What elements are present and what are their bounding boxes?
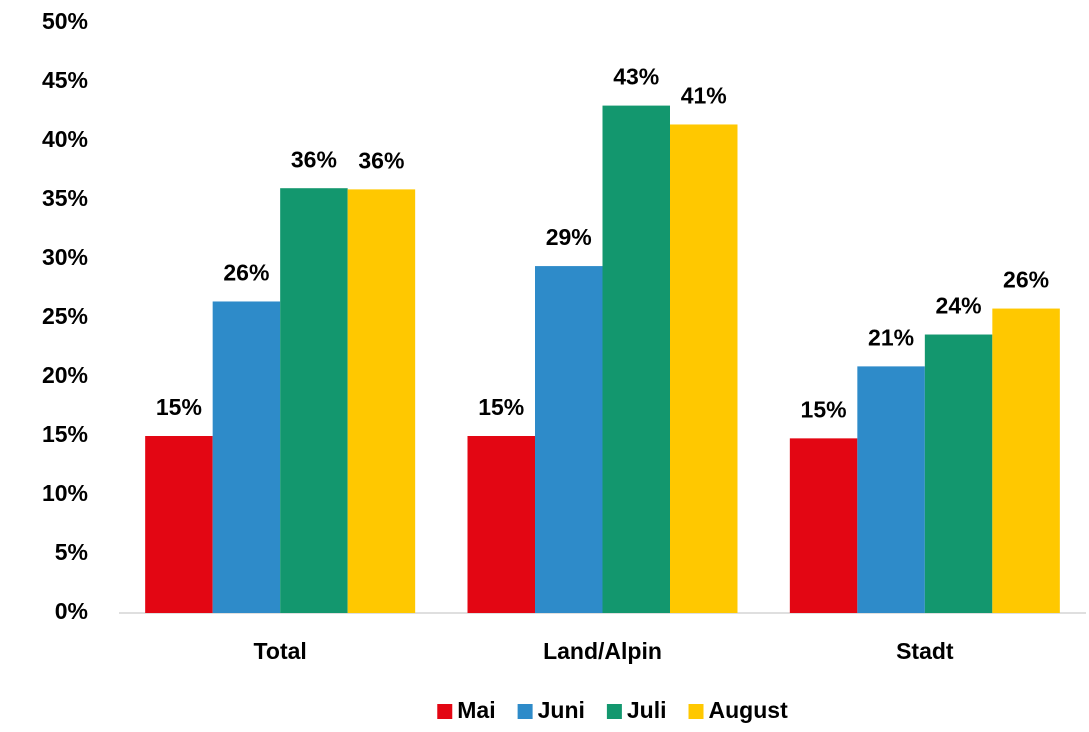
bar xyxy=(602,105,670,613)
value-label: 43% xyxy=(613,64,659,90)
x-tick-label: Stadt xyxy=(896,638,954,664)
y-tick-label: 30% xyxy=(42,244,88,270)
bar xyxy=(924,334,993,613)
bar xyxy=(280,188,348,613)
value-label: 26% xyxy=(1003,267,1049,293)
value-label: 15% xyxy=(801,396,847,422)
value-label: 41% xyxy=(681,83,727,109)
value-label: 26% xyxy=(223,260,269,286)
y-tick-label: 25% xyxy=(42,303,88,329)
bar xyxy=(992,308,1060,613)
value-label: 36% xyxy=(358,147,404,173)
value-label: 24% xyxy=(936,293,982,319)
legend-label: Juli xyxy=(627,697,667,723)
legend-swatch xyxy=(688,704,704,719)
y-tick-label: 50% xyxy=(42,8,88,34)
legend-label: Mai xyxy=(457,697,495,723)
bar xyxy=(857,366,925,613)
legend-label: August xyxy=(709,697,789,723)
legend-swatch xyxy=(437,704,453,719)
bar xyxy=(789,438,858,613)
value-label: 36% xyxy=(291,146,337,172)
y-tick-label: 5% xyxy=(55,539,88,565)
y-tick-label: 45% xyxy=(42,67,88,93)
legend-label: Juni xyxy=(538,697,585,723)
y-tick-label: 10% xyxy=(42,480,88,506)
value-label: 29% xyxy=(546,224,592,250)
x-tick-label: Total xyxy=(254,638,307,664)
value-label: 15% xyxy=(478,394,524,420)
bar xyxy=(347,189,416,613)
value-label: 15% xyxy=(156,394,202,420)
bar xyxy=(535,266,603,613)
x-tick-label: Land/Alpin xyxy=(543,638,662,664)
bar xyxy=(670,124,738,613)
bar xyxy=(467,436,535,613)
bar xyxy=(212,301,281,613)
legend-swatch xyxy=(606,704,622,719)
y-tick-label: 0% xyxy=(55,598,88,624)
legend-swatch xyxy=(517,704,533,719)
y-tick-label: 40% xyxy=(42,126,88,152)
y-tick-label: 15% xyxy=(42,421,88,447)
bar xyxy=(145,436,213,613)
legend: Mai Juni Juli August xyxy=(437,697,788,723)
value-label: 21% xyxy=(868,324,914,350)
y-tick-label: 20% xyxy=(42,362,88,388)
y-tick-label: 35% xyxy=(42,185,88,211)
